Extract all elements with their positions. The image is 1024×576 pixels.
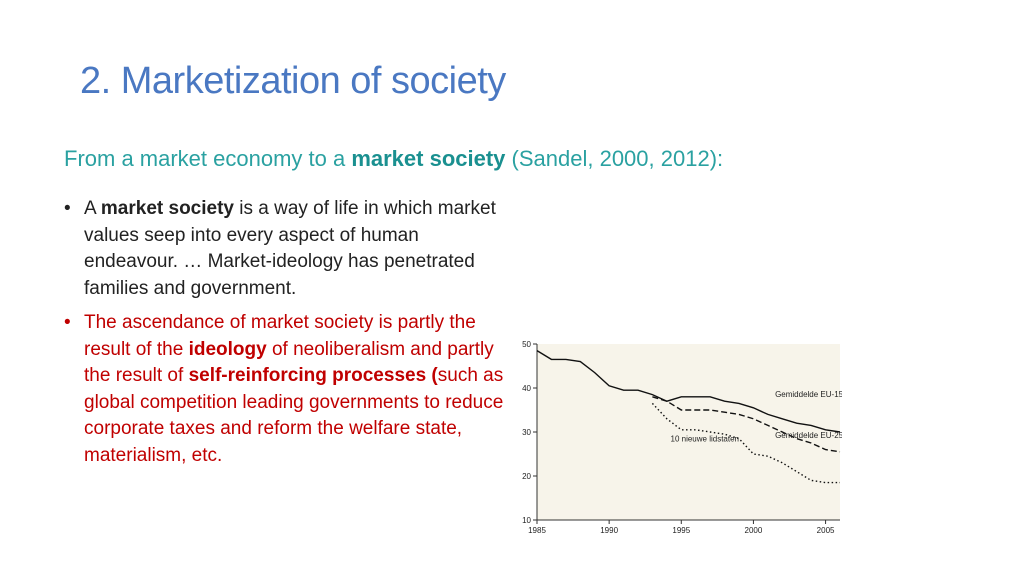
line-chart: 10 20 30 40 50 1985 1990 1995 2000 2005 Gemiddelde… (522, 340, 844, 535)
series-label: Gemiddelde EU-25 (775, 431, 842, 440)
bullet-text: A (84, 198, 101, 219)
series-line (536, 350, 841, 433)
subtitle-emphasis: market society (351, 146, 506, 171)
series-line (651, 402, 840, 484)
y-tick-label: 50 (522, 340, 531, 349)
y-tick-label: 40 (522, 384, 531, 393)
y-tick-label: 30 (522, 428, 531, 437)
x-tick-label: 1995 (672, 526, 690, 535)
x-tick-label: 1985 (528, 526, 546, 535)
plot-area (537, 344, 840, 520)
x-tick-label: 2000 (745, 526, 763, 535)
slide-title: 2. Marketization of society (80, 60, 506, 102)
bullet-emphasis: self-reinforcing processes ( (188, 365, 438, 386)
bullet-text: The ascendance of market society is part… (84, 312, 476, 360)
subtitle-text: From a market economy to a (64, 146, 352, 171)
x-tick-label: 1990 (600, 526, 618, 535)
slide-subtitle: From a market economy to a market societ… (64, 146, 723, 172)
bullet-list: • A market society is a way of life in w… (64, 196, 504, 469)
x-tick-label: 2005 (817, 526, 835, 535)
bullet-text: of neoliberalism and partly the result o… (84, 338, 494, 387)
bullet-marker: • (64, 312, 71, 333)
bullet-item-market-society: • A market society is a way of life in w… (64, 196, 504, 302)
bullet-marker: • (64, 198, 71, 219)
series-line (652, 396, 841, 453)
bullet-emphasis: ideology (188, 338, 267, 360)
y-tick-label: 20 (522, 472, 531, 481)
bullet-emphasis: market society (100, 198, 234, 219)
series-label: Gemiddelde EU-15 (775, 390, 842, 399)
bullet-text: is a way of life in which market values … (84, 198, 496, 299)
y-tick-label: 10 (522, 516, 531, 525)
series-label: 10 nieuwe lidstaten (671, 435, 740, 444)
bullet-text: such as global competition leading gover… (84, 365, 504, 466)
subtitle-citation: (Sandel, 2000, 2012): (505, 146, 724, 171)
tax-rate-chart: 10 20 30 40 50 1985 1990 1995 2000 2005 Gemiddelde… (512, 336, 844, 538)
bullet-item-ascendance: • The ascendance of market society is pa… (64, 310, 504, 469)
